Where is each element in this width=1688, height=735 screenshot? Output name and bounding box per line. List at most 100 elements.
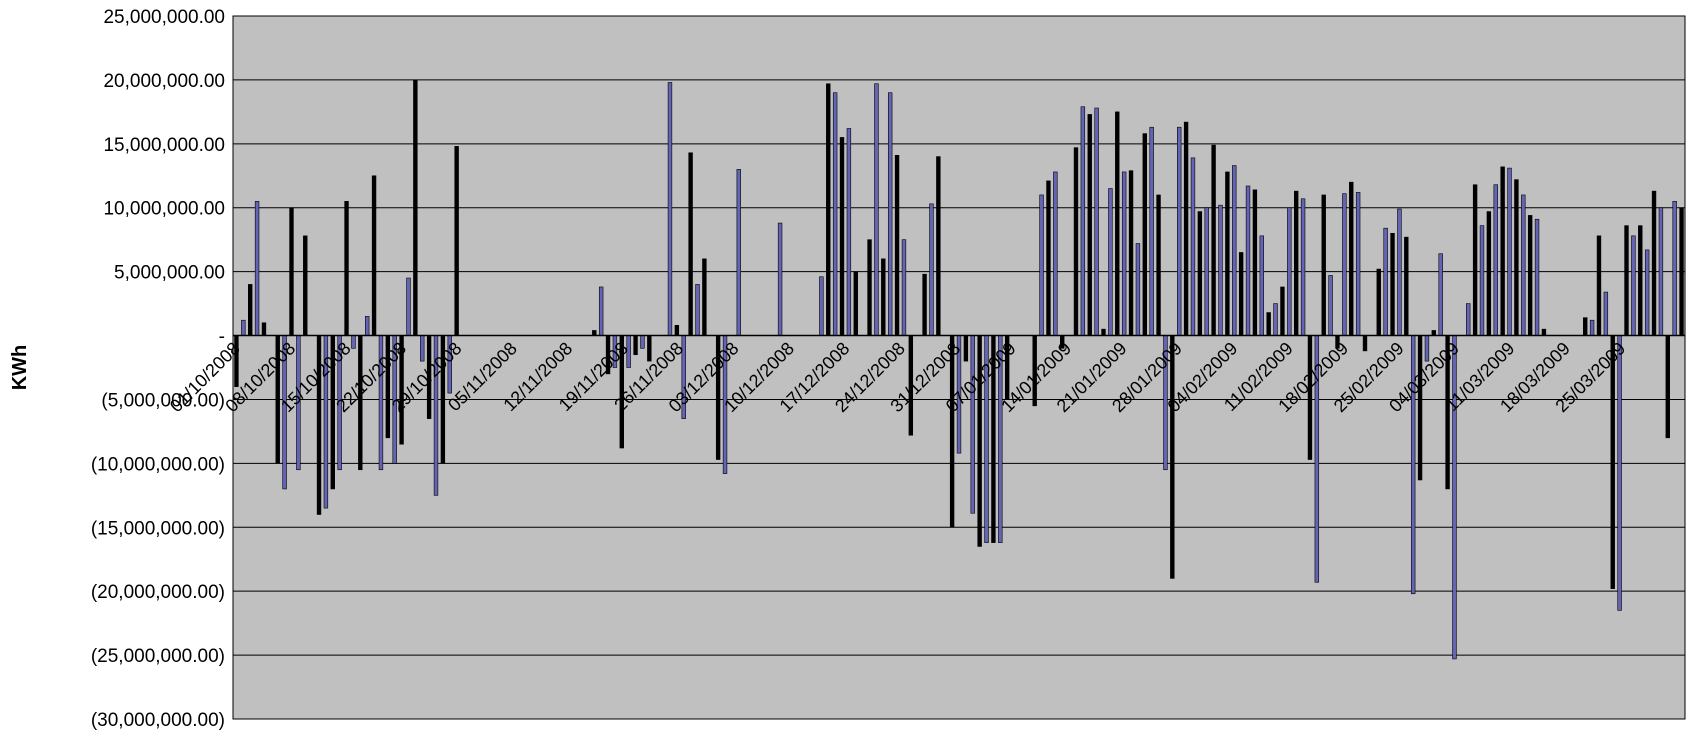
bar xyxy=(1418,336,1422,480)
bar xyxy=(936,157,940,336)
bar xyxy=(1225,172,1229,336)
bar xyxy=(1109,189,1113,336)
bar xyxy=(1521,195,1525,336)
bar xyxy=(1129,171,1133,336)
bar xyxy=(847,128,851,335)
bar xyxy=(1342,194,1346,336)
bar xyxy=(248,284,252,335)
bar xyxy=(1597,236,1601,336)
bar xyxy=(1281,287,1285,336)
bar xyxy=(1632,236,1636,336)
bar xyxy=(868,240,872,336)
bar xyxy=(1377,269,1381,335)
bar xyxy=(826,84,830,336)
bar xyxy=(778,223,782,335)
bar xyxy=(1212,145,1216,335)
bar xyxy=(1439,254,1443,336)
bar xyxy=(1515,180,1519,336)
bar xyxy=(1625,226,1629,336)
bar xyxy=(875,84,879,336)
bar xyxy=(833,93,837,336)
bar xyxy=(255,201,259,335)
bar xyxy=(1053,172,1057,336)
bar xyxy=(1198,212,1202,336)
bar xyxy=(971,336,975,514)
bar xyxy=(1081,107,1085,336)
bar xyxy=(1232,166,1236,336)
bar xyxy=(1542,329,1546,335)
bar xyxy=(1487,212,1491,336)
bar xyxy=(1040,195,1044,336)
bar xyxy=(1191,158,1195,336)
bar xyxy=(923,274,927,335)
bar xyxy=(235,336,239,387)
bar xyxy=(1260,236,1264,336)
bar xyxy=(1184,122,1188,335)
bar xyxy=(1095,108,1099,336)
bar xyxy=(1219,205,1223,335)
bar xyxy=(1618,336,1622,611)
y-tick-label: (5,000,000.00) xyxy=(101,390,225,411)
bar xyxy=(888,93,892,336)
bar xyxy=(1157,195,1161,336)
bar xyxy=(1466,304,1470,336)
bar xyxy=(1322,195,1326,336)
bar xyxy=(737,169,741,335)
bar xyxy=(1356,192,1360,335)
bar xyxy=(1115,112,1119,336)
bar xyxy=(1659,208,1663,336)
bar xyxy=(345,201,349,335)
bar xyxy=(1239,252,1243,335)
bar xyxy=(1246,186,1250,336)
bar xyxy=(1205,208,1209,336)
bar xyxy=(819,277,823,336)
bar xyxy=(689,153,693,336)
bar xyxy=(1473,185,1477,336)
bar xyxy=(1301,199,1305,336)
bar xyxy=(964,336,968,362)
y-tick-label: 15,000,000.00 xyxy=(103,135,225,156)
bar xyxy=(641,336,645,349)
bar xyxy=(1391,233,1395,335)
y-tick-label: 5,000,000.00 xyxy=(114,263,225,284)
bar xyxy=(1453,336,1457,659)
bar xyxy=(1274,304,1278,336)
bar xyxy=(895,155,899,335)
bar xyxy=(1432,330,1436,335)
bar xyxy=(303,236,307,336)
bar xyxy=(1170,336,1174,579)
bar xyxy=(1673,201,1677,335)
bar xyxy=(1528,215,1532,335)
y-tick-label: 25,000,000.00 xyxy=(103,7,225,28)
bar xyxy=(592,330,596,335)
bar xyxy=(1508,168,1512,335)
bar xyxy=(290,208,294,336)
bar xyxy=(1074,148,1078,336)
bar xyxy=(840,137,844,335)
y-tick-label: (10,000,000.00) xyxy=(91,454,225,475)
bar xyxy=(413,80,417,336)
bar xyxy=(1604,292,1608,335)
y-tick-label: (20,000,000.00) xyxy=(91,582,225,603)
y-axis-label: KWh xyxy=(9,345,31,391)
bar xyxy=(1666,336,1670,438)
bar xyxy=(1501,167,1505,336)
bar xyxy=(372,176,376,336)
bar xyxy=(930,204,934,336)
y-tick-label: 10,000,000.00 xyxy=(103,199,225,220)
y-tick-label: (25,000,000.00) xyxy=(91,646,225,667)
bar xyxy=(1680,208,1684,336)
bar xyxy=(1652,191,1656,335)
bar xyxy=(1150,127,1154,335)
bar xyxy=(702,259,706,336)
bar xyxy=(1590,320,1594,335)
bar xyxy=(1267,313,1271,336)
bar xyxy=(881,259,885,336)
bar xyxy=(1349,182,1353,335)
bar xyxy=(1494,185,1498,336)
bar xyxy=(1294,191,1298,335)
bar xyxy=(1122,172,1126,336)
bar xyxy=(1425,336,1429,362)
bar xyxy=(407,278,411,336)
